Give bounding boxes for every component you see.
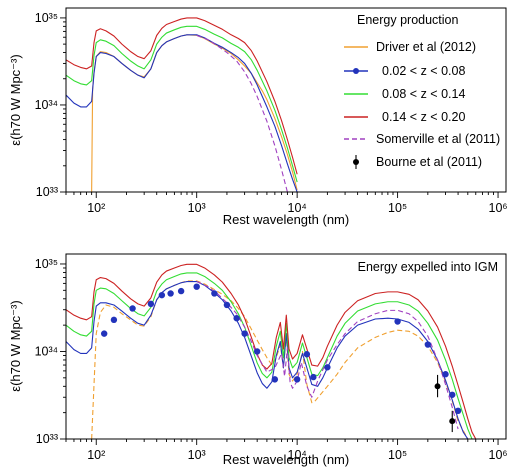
bottom-series-somerville-line <box>196 281 459 430</box>
bottom-marker-low-z <box>454 407 462 415</box>
bottom-series-mid-z-line <box>66 272 473 439</box>
bottom-x-tick-label: 10⁶ <box>489 448 508 462</box>
bottom-marker-low-z <box>303 351 311 358</box>
top-series-driver-line <box>91 34 298 192</box>
legend-marker-bourne <box>353 159 359 165</box>
bottom-marker-low-z <box>167 290 174 297</box>
bottom-marker-low-z <box>211 290 218 297</box>
top-panel-series-group <box>66 17 298 192</box>
top-series-somerville-line <box>196 34 288 192</box>
bottom-marker-low-z <box>394 318 401 325</box>
bottom-x-tick-label: 10³ <box>188 448 206 462</box>
bottom-y-tick-label: 10³⁴ <box>35 344 58 358</box>
bottom-panel-xlabel: Rest wavelength (nm) <box>223 452 349 467</box>
top-x-tick-label: 10² <box>87 201 105 215</box>
bottom-x-tick-label: 10⁴ <box>288 448 307 462</box>
bottom-marker-low-z <box>449 391 456 398</box>
top-y-tick-label: 10³⁵ <box>35 11 58 25</box>
bottom-marker-low-z <box>129 305 136 312</box>
bottom-marker-low-z <box>293 376 301 383</box>
bottom-marker-low-z <box>158 291 166 299</box>
top-x-tick-label: 10³ <box>188 201 206 215</box>
bottom-marker-low-z <box>324 364 331 371</box>
top-panel-ylabel: ε(h70 W Mpc⁻³) <box>8 54 23 145</box>
top-series-high-z-line <box>66 17 298 175</box>
bottom-series-low-z-line <box>66 280 469 439</box>
legend-label-somerville: Somerville et al (2011) <box>376 132 500 146</box>
bottom-marker-low-z <box>223 301 231 309</box>
bottom-marker-low-z <box>271 376 279 383</box>
bottom-x-tick-label: 10⁵ <box>388 448 407 462</box>
bottom-panel-ylabel: ε(h70 W Mpc⁻³) <box>8 300 23 391</box>
bottom-marker-low-z <box>424 341 432 348</box>
top-panel-legend: Energy production Driver et al (2012) 0.… <box>344 13 500 169</box>
bottom-panel: 10² 10³ 10⁴ 10⁵ 10⁶ 10³³ 10³⁴ 10³⁵ Rest wavelen… <box>8 253 508 467</box>
top-series-mid-z-line <box>66 25 298 183</box>
bottom-marker-low-z <box>253 348 261 355</box>
bottom-panel-series-group <box>66 263 477 439</box>
bottom-series-high-z-line <box>66 263 477 439</box>
legend-label-mid-z: 0.08 < z < 0.14 <box>382 87 465 101</box>
bottom-panel-annotation: Energy expelled into IGM <box>358 260 498 274</box>
top-y-tick-label: 10³³ <box>36 185 58 199</box>
top-x-tick-label: 10⁶ <box>489 201 508 215</box>
legend-label-bourne: Bourne et al (2011) <box>376 155 482 169</box>
legend-label-driver: Driver et al (2012) <box>376 40 476 54</box>
top-panel-frame <box>65 7 507 193</box>
bottom-marker-low-z <box>147 300 155 308</box>
legend-title: Energy production <box>357 13 459 27</box>
top-series-low-z-line <box>66 34 298 192</box>
bottom-marker-low-z <box>177 287 185 295</box>
legend-label-low-z: 0.02 < z < 0.08 <box>382 64 465 78</box>
top-panel-axes: 10² 10³ 10⁴ 10⁵ 10⁶ 10³³ 10³⁴ 10³⁵ <box>35 11 508 215</box>
bottom-marker-low-z <box>241 330 248 337</box>
top-panel-xlabel: Rest wavelength (nm) <box>223 212 349 227</box>
bottom-series-driver-line <box>91 280 469 439</box>
bottom-marker-bourne <box>434 383 441 390</box>
top-y-tick-label: 10³⁴ <box>35 98 58 112</box>
bottom-marker-bourne <box>449 418 456 425</box>
bottom-y-tick-label: 10³³ <box>36 432 58 446</box>
top-x-tick-label: 10⁵ <box>388 201 407 215</box>
bottom-marker-low-z <box>193 283 200 290</box>
bottom-x-tick-label: 10² <box>87 448 105 462</box>
bottom-panel-axes: 10² 10³ 10⁴ 10⁵ 10⁶ 10³³ 10³⁴ 10³⁵ <box>35 257 508 462</box>
bottom-marker-low-z <box>100 330 108 337</box>
bottom-marker-low-z <box>110 316 118 324</box>
legend-label-high-z: 0.14 < z < 0.20 <box>382 110 465 124</box>
bottom-marker-low-z <box>442 371 449 378</box>
legend-marker-low-z <box>353 68 359 74</box>
top-panel: 10² 10³ 10⁴ 10⁵ 10⁶ 10³³ 10³⁴ 10³⁵ Rest wavelen… <box>8 7 508 227</box>
top-x-tick-label: 10⁴ <box>288 201 307 215</box>
bottom-marker-low-z <box>310 373 317 381</box>
bottom-panel-frame <box>65 253 507 440</box>
bottom-marker-low-z <box>233 315 240 322</box>
bottom-y-tick-label: 10³⁵ <box>35 257 58 271</box>
